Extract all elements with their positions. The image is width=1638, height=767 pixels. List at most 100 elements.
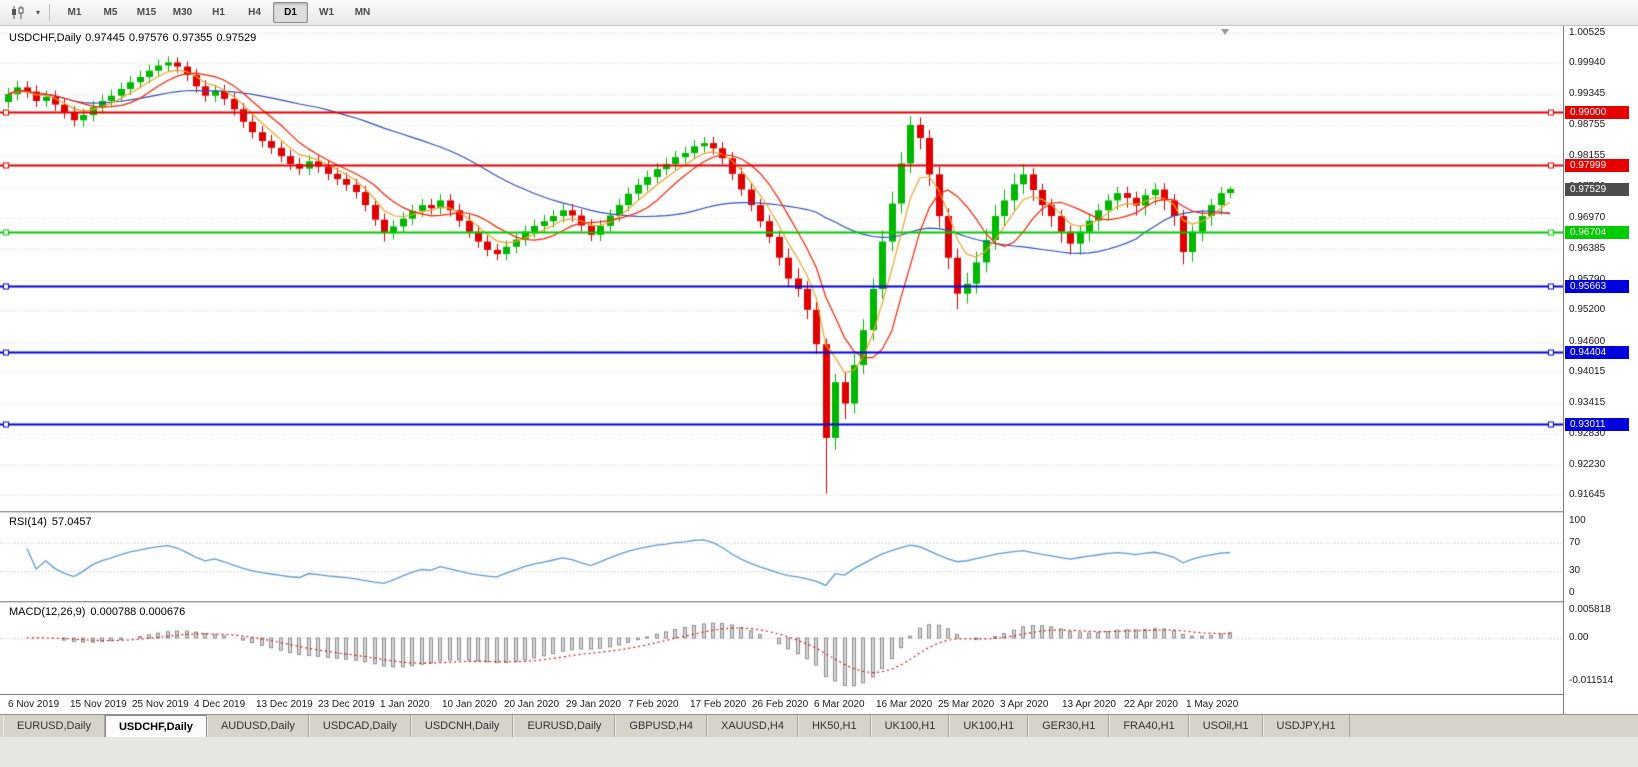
time-axis-label: 13 Dec 2019 — [256, 699, 313, 710]
chart-tab-eurusd-daily[interactable]: EURUSD,Daily — [513, 715, 616, 737]
rsi-label: RSI(14) 57.0457 — [9, 516, 97, 528]
price-axis-label: 0.99345 — [1569, 88, 1606, 100]
time-axis-label: 6 Mar 2020 — [814, 699, 865, 710]
chart-tab-usdjpy-h1[interactable]: USDJPY,H1 — [1262, 715, 1350, 737]
chart-tab-usoil-h1[interactable]: USOil,H1 — [1188, 715, 1263, 737]
chart-tab-audusd-daily[interactable]: AUDUSD,Daily — [206, 715, 309, 737]
price-axis-label: 0.95200 — [1569, 304, 1606, 316]
rsi-axis-label: 70 — [1569, 536, 1581, 548]
rsi-axis-label: 30 — [1569, 565, 1581, 577]
macd-values: 0.000788 0.000676 — [90, 606, 186, 618]
ohlc-low: 0.97355 — [172, 32, 213, 44]
price-axis-label: 1.00525 — [1569, 26, 1606, 38]
chart-title: USDCHF,Daily 0.97445 0.97576 0.97355 0.97529 — [9, 32, 260, 44]
chart-symbol-period: USDCHF,Daily — [9, 32, 82, 44]
price-axis-label: 0.98755 — [1569, 119, 1606, 131]
price-axis-label: 0.94600 — [1569, 335, 1606, 347]
timeframe-toolbar: ▾ M1 M5 M15 M30 H1 H4 D1 W1 MN — [0, 0, 1638, 26]
chart-tab-usdchf-daily[interactable]: USDCHF,Daily — [104, 715, 207, 737]
chart-type-dropdown-caret-icon[interactable]: ▾ — [35, 8, 40, 17]
timeframe-h4[interactable]: H4 — [248, 7, 261, 18]
chart-shift-marker-icon[interactable] — [1221, 29, 1229, 35]
price-axis-label: 0.96385 — [1569, 242, 1606, 254]
time-axis-label: 3 Apr 2020 — [1000, 699, 1049, 710]
macd-axis-label: 0.005818 — [1569, 603, 1611, 615]
time-axis-label: 22 Apr 2020 — [1124, 699, 1178, 710]
candlestick-chart-icon[interactable] — [5, 2, 31, 24]
current-price-tag: 0.97529 — [1565, 183, 1629, 197]
chart-tab-uk100-h1[interactable]: UK100,H1 — [949, 715, 1029, 737]
rsi-value: 57.0457 — [51, 516, 92, 528]
timeframe-m30[interactable]: M30 — [172, 7, 193, 18]
time-axis-label: 20 Jan 2020 — [504, 699, 560, 710]
level-price-tag[interactable]: 0.94404 — [1565, 345, 1629, 359]
price-axis-label: 0.99940 — [1569, 57, 1606, 69]
timeframe-m5[interactable]: M5 — [103, 7, 118, 18]
toolbar-separator — [49, 4, 50, 21]
price-axis-label: 0.92230 — [1569, 459, 1606, 470]
level-price-tag[interactable]: 0.95663 — [1565, 280, 1629, 294]
macd-indicator-canvas[interactable] — [0, 603, 1563, 694]
time-axis-label: 16 Mar 2020 — [876, 699, 933, 710]
price-axis-label: 0.92830 — [1569, 427, 1606, 439]
rsi-name: RSI(14) — [9, 516, 47, 528]
time-axis-label: 29 Jan 2020 — [566, 699, 622, 710]
time-axis-label: 25 Mar 2020 — [938, 699, 995, 710]
level-price-tag[interactable]: 0.93011 — [1565, 418, 1629, 432]
timeframe-m1[interactable]: M1 — [67, 7, 82, 18]
level-price-tag[interactable]: 0.96704 — [1565, 225, 1629, 239]
time-axis-label: 13 Apr 2020 — [1062, 699, 1116, 710]
time-axis-label: 15 Nov 2019 — [70, 699, 127, 710]
panel-splitter-macd[interactable] — [0, 601, 1563, 603]
chart-tab-hk50-h1[interactable]: HK50,H1 — [797, 715, 871, 737]
macd-axis-label: -0.011514 — [1569, 675, 1614, 686]
time-axis[interactable]: 6 Nov 2019 15 Nov 2019 25 Nov 2019 4 Dec 20… — [0, 694, 1563, 714]
timeframe-w1[interactable]: W1 — [319, 7, 334, 18]
price-axis[interactable]: 1.00525 0.99940 0.99345 0.98755 0.98155 0.975… — [1563, 26, 1638, 714]
price-axis-label: 0.94015 — [1569, 366, 1606, 378]
price-axis-label: 0.95790 — [1569, 273, 1606, 285]
chart-tabs-bar: EURUSD,Daily USDCHF,Daily AUDUSD,Daily USDC… — [0, 714, 1638, 737]
time-axis-label: 6 Nov 2019 — [8, 699, 60, 710]
macd-axis-label: 0.00 — [1569, 632, 1589, 643]
chart-tab-eurusd-daily[interactable]: EURUSD,Daily — [3, 715, 105, 737]
level-price-tag[interactable]: 0.99000 — [1565, 106, 1629, 120]
chart-region: USDCHF,Daily 0.97445 0.97576 0.97355 0.97529… — [0, 26, 1638, 714]
rsi-indicator-canvas[interactable] — [0, 513, 1563, 601]
price-axis-label: 0.91645 — [1569, 489, 1606, 501]
chart-tab-usdcad-daily[interactable]: USDCAD,Daily — [308, 715, 411, 737]
chart-tab-ger30-h1[interactable]: GER30,H1 — [1028, 715, 1110, 737]
time-axis-label: 25 Nov 2019 — [132, 699, 189, 710]
time-axis-label: 26 Feb 2020 — [752, 699, 809, 710]
timeframe-d1[interactable]: D1 — [273, 2, 308, 23]
time-axis-label: 7 Feb 2020 — [628, 699, 679, 710]
chart-tab-usdcnh-daily[interactable]: USDCNH,Daily — [410, 715, 514, 737]
timeframe-mn[interactable]: MN — [354, 7, 371, 18]
chart-tab-gbpusd-h4[interactable]: GBPUSD,H4 — [615, 715, 707, 737]
time-axis-label: 17 Feb 2020 — [690, 699, 747, 710]
chart-tab-uk100-h1[interactable]: UK100,H1 — [870, 715, 950, 737]
level-price-tag[interactable]: 0.97999 — [1565, 158, 1629, 172]
time-axis-label: 1 Jan 2020 — [380, 699, 430, 710]
ohlc-high: 0.97576 — [128, 32, 169, 44]
ohlc-close: 0.97529 — [216, 32, 257, 44]
price-axis-label: 0.96970 — [1569, 212, 1606, 224]
ohlc-open: 0.97445 — [85, 32, 125, 44]
price-axis-label: 0.93415 — [1569, 397, 1606, 409]
timeframe-m15[interactable]: M15 — [136, 7, 157, 18]
bottom-filler — [0, 737, 1638, 767]
chart-tab-fra40-h1[interactable]: FRA40,H1 — [1109, 715, 1189, 737]
timeframe-buttons: M1 M5 M15 M30 H1 H4 D1 W1 MN — [57, 2, 381, 23]
time-axis-label: 4 Dec 2019 — [194, 699, 246, 710]
price-axis-label: 0.98155 — [1569, 150, 1606, 162]
panel-splitter-rsi[interactable] — [0, 511, 1563, 513]
rsi-axis-label: 0 — [1569, 587, 1575, 598]
rsi-axis-label: 100 — [1569, 515, 1586, 526]
timeframe-h1[interactable]: H1 — [212, 7, 225, 18]
time-axis-label: 10 Jan 2020 — [442, 699, 498, 710]
time-axis-label: 23 Dec 2019 — [318, 699, 375, 710]
time-axis-label: 1 May 2020 — [1186, 699, 1239, 710]
chart-tab-xauusd-h4[interactable]: XAUUSD,H4 — [706, 715, 798, 737]
price-chart-canvas[interactable] — [0, 26, 1563, 511]
